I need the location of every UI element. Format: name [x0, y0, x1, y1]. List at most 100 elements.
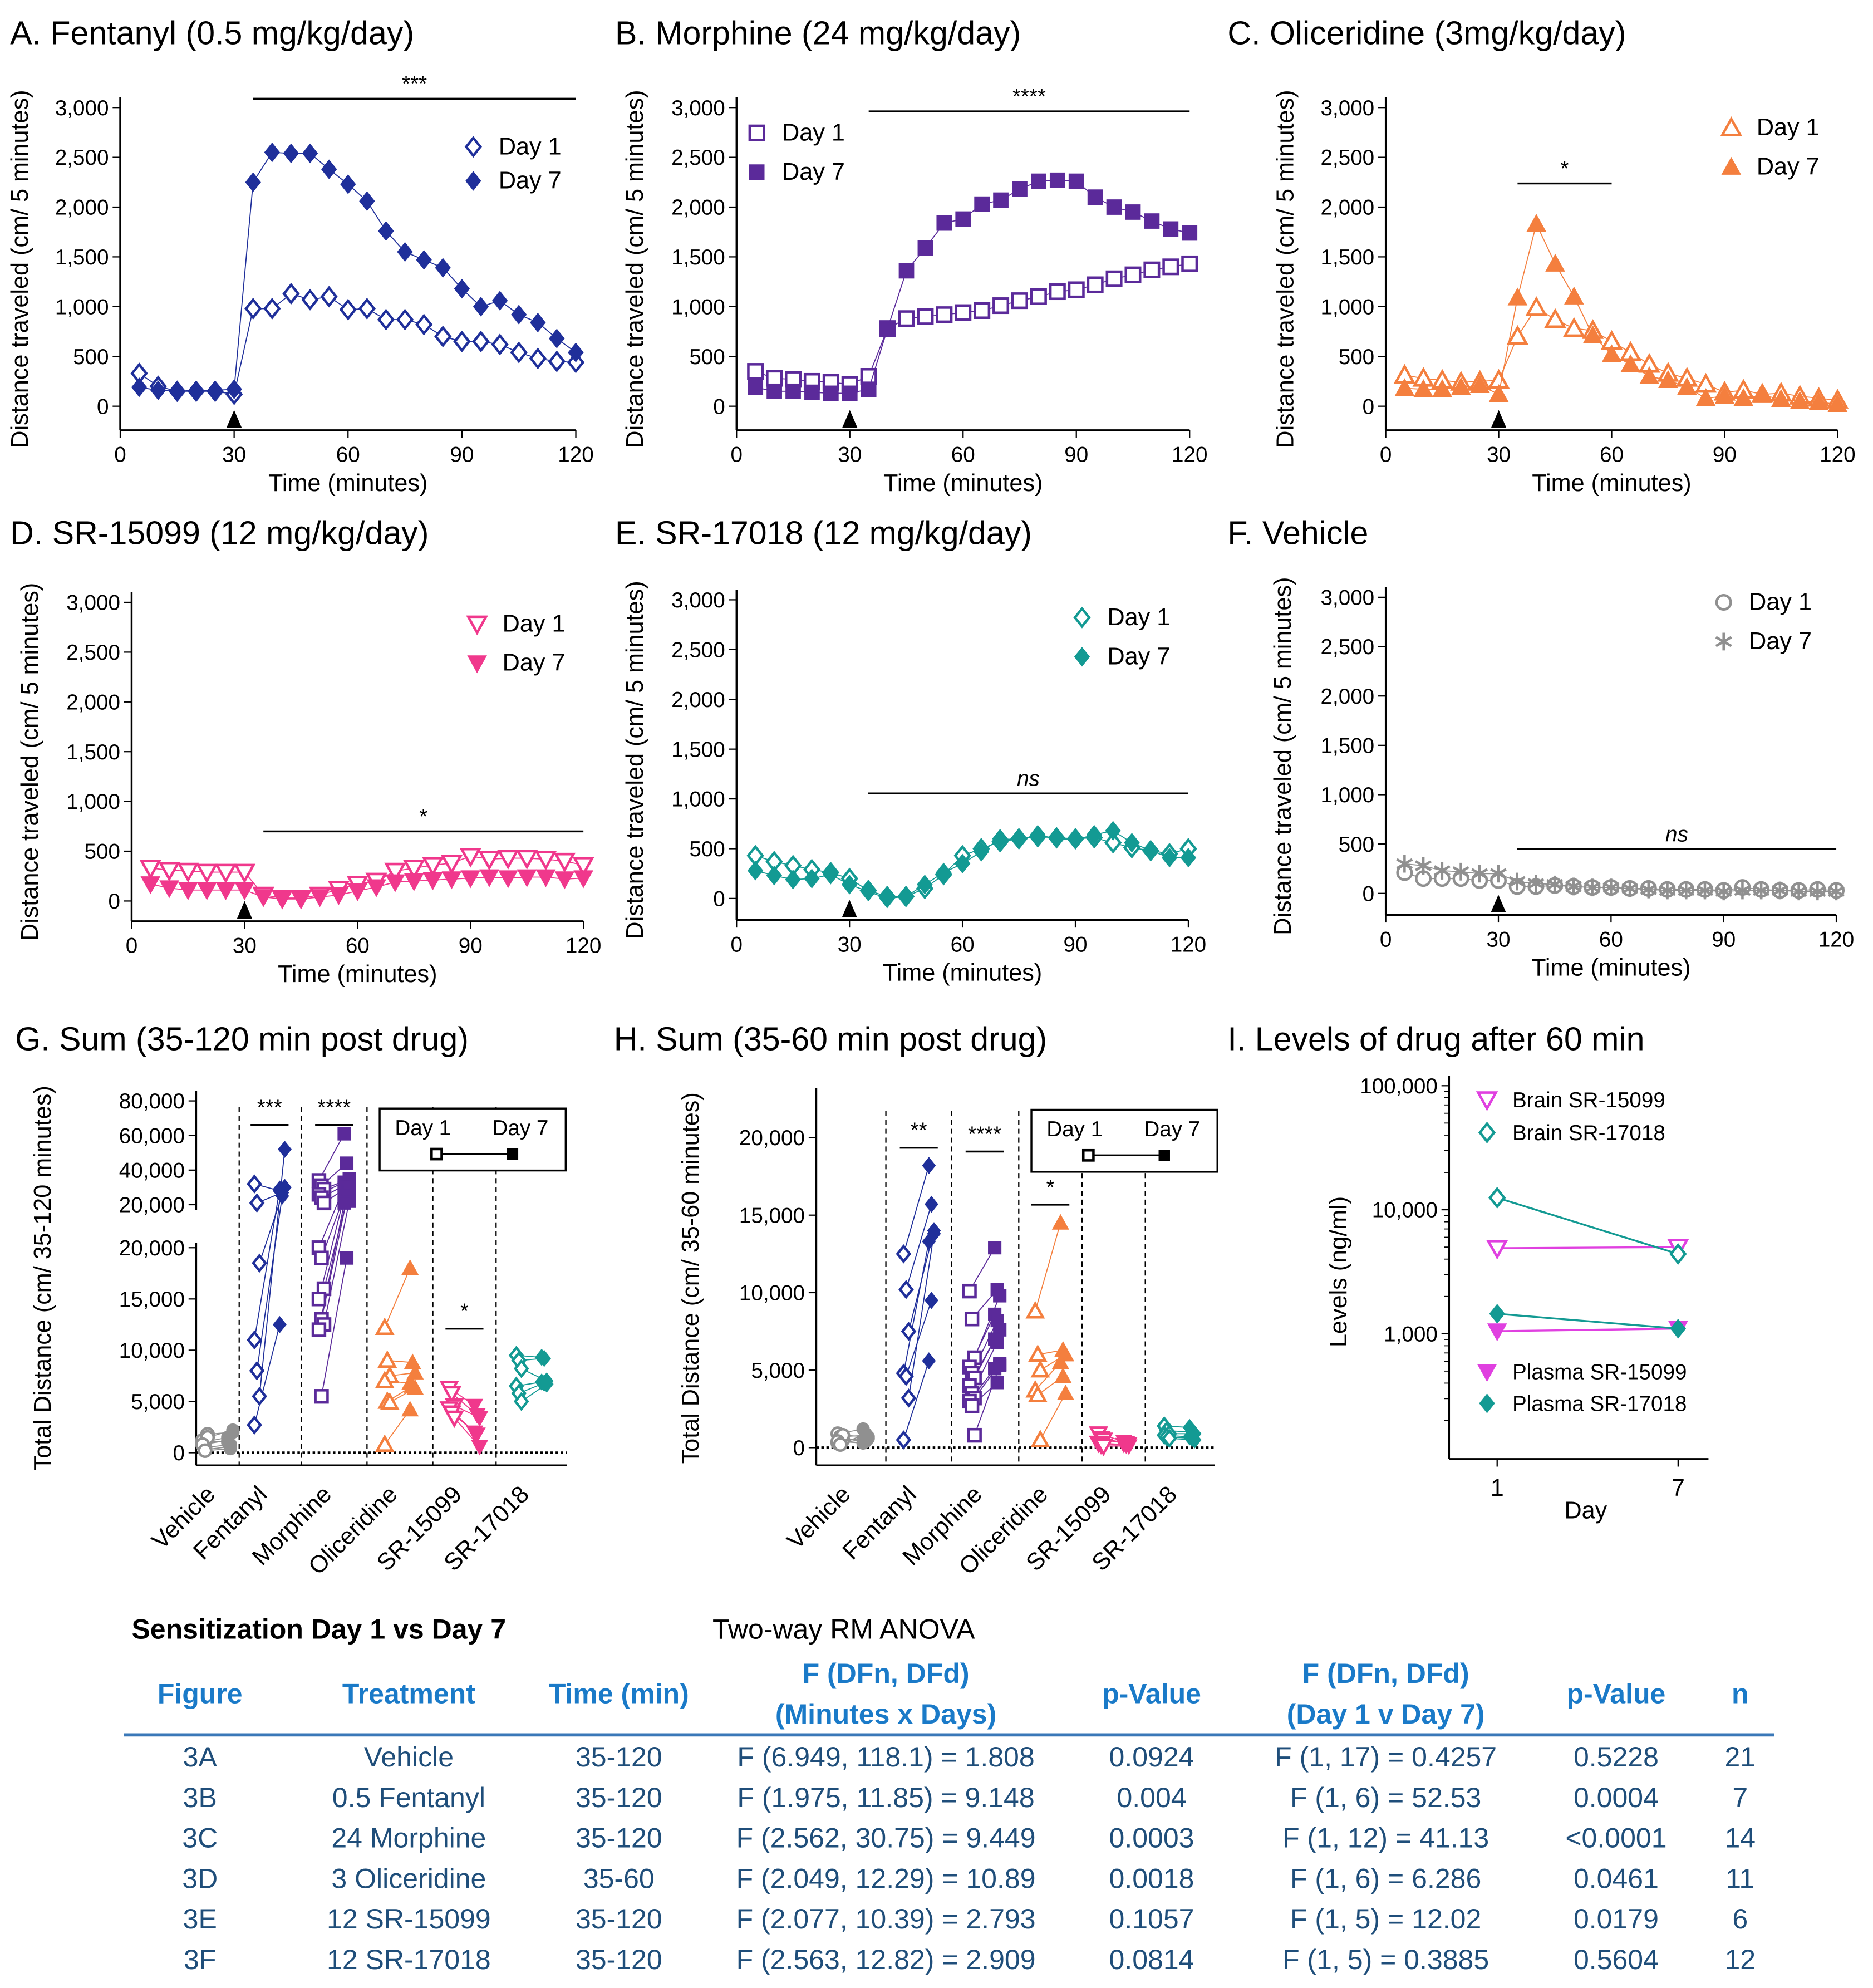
- data-point: [879, 321, 896, 337]
- day1-point: [375, 1317, 395, 1336]
- panel-h: H. Sum (35-60 min post drug) 0 5,000 10,000…: [614, 1020, 1218, 1580]
- day1-point: [198, 1443, 213, 1458]
- series-line: [1497, 1246, 1678, 1249]
- data-point: [567, 351, 585, 374]
- table-cell: 35-60: [583, 1863, 655, 1894]
- y-tick-label: 0: [109, 890, 120, 914]
- legend-label: Brain SR-15099: [1512, 1088, 1665, 1112]
- x-tick-label: 0: [126, 934, 137, 958]
- data-point: [264, 142, 281, 163]
- data-point: [955, 211, 971, 227]
- day1-point: [444, 1410, 464, 1429]
- day1-point: [252, 1253, 267, 1273]
- data-point: [253, 889, 274, 907]
- table-cell: F (1, 12) = 41.13: [1282, 1823, 1489, 1854]
- data-point: [1525, 296, 1547, 316]
- legend-marker: [1715, 593, 1732, 611]
- data-point: [785, 383, 801, 399]
- day1-point: [1162, 1429, 1177, 1448]
- pair-line: [254, 1324, 281, 1425]
- data-point: [1584, 878, 1601, 897]
- data-point: [150, 380, 166, 400]
- data-point: [1049, 172, 1065, 188]
- day7-point: [990, 1336, 1004, 1349]
- y-tick-label: 3,000: [66, 591, 120, 615]
- panel-title: G. Sum (35-120 min post drug): [15, 1020, 469, 1058]
- data-point: [302, 143, 318, 164]
- panel-title: B. Morphine (24 mg/kg/day): [615, 14, 1021, 52]
- x-tick-label: 60: [336, 443, 360, 467]
- x-tick-label: 7: [1672, 1475, 1685, 1501]
- series-line-day7: [1404, 863, 1837, 892]
- table-cell: 0.0461: [1574, 1863, 1659, 1894]
- data-point: [158, 861, 180, 882]
- group-fentanyl: [896, 1157, 941, 1450]
- day7-point: [340, 1251, 354, 1265]
- x-tick-label: 60: [1599, 927, 1623, 951]
- data-point: [1582, 325, 1603, 343]
- data-point: [1507, 287, 1528, 306]
- group-sr-15099: [439, 1381, 489, 1456]
- legend-label: Day 1: [782, 119, 845, 146]
- y-tick-label: 1,500: [671, 246, 725, 269]
- data-point: [534, 851, 557, 871]
- pair-line: [903, 1361, 930, 1440]
- table-cell: 12 SR-15099: [327, 1903, 491, 1935]
- day1-point: [1094, 1439, 1114, 1456]
- table-cell: 35-120: [576, 1823, 662, 1854]
- x-axis-label: Time (minutes): [883, 470, 1043, 497]
- data-point: [748, 379, 764, 395]
- x-tick-label: 90: [1064, 932, 1088, 956]
- y-tick-label: 20,000: [119, 1236, 185, 1260]
- x-tick-label: 90: [459, 934, 483, 958]
- data-point: [993, 192, 1009, 208]
- group-sr-17018: [1156, 1416, 1202, 1449]
- data-point: [321, 159, 337, 179]
- column-header: F (DFn, DFd): [1302, 1658, 1469, 1689]
- day1-point: [896, 1244, 912, 1264]
- x-tick-label: 30: [1487, 443, 1511, 467]
- y-tick-label: 500: [73, 345, 109, 369]
- table-row: 3D 3 Oliceridine 35-60 F (2.049, 12.29) = 1…: [182, 1863, 1754, 1894]
- data-point: [1161, 847, 1178, 868]
- legend-frame: [1030, 1108, 1218, 1173]
- x-tick-label: 1: [1491, 1475, 1504, 1501]
- panel-a: A. Fentanyl (0.5 mg/kg/day) 0 500 1,000 1,50…: [7, 14, 594, 497]
- y-tick-label: 0: [713, 887, 725, 911]
- day1-point: [442, 1386, 462, 1404]
- table-cell: 24 Morphine: [331, 1823, 486, 1854]
- y-tick-label: 2,000: [66, 690, 120, 714]
- y-tick-label: 3,000: [1320, 586, 1374, 610]
- y-tick-label: 40,000: [119, 1159, 185, 1182]
- day7-point: [993, 1358, 1007, 1372]
- table-cell: F (1.975, 11.85) = 9.148: [737, 1782, 1034, 1813]
- day7-point: [337, 1196, 351, 1210]
- table-cell: 3F: [184, 1944, 216, 1975]
- day1-point: [316, 1195, 332, 1211]
- legend-label: Day 1: [395, 1116, 451, 1140]
- panel-title: H. Sum (35-60 min post drug): [614, 1020, 1047, 1058]
- y-tick-label: 1,500: [55, 246, 109, 269]
- y-tick-label: 2,000: [671, 196, 725, 220]
- significance-label: ns: [1665, 823, 1688, 847]
- column-header: (Day 1 v Day 7): [1287, 1699, 1485, 1730]
- legend-label: Day 1: [499, 133, 562, 160]
- table-cell: 0.5 Fentanyl: [332, 1782, 485, 1813]
- significance-label: ****: [968, 1122, 1001, 1146]
- data-point: [1771, 881, 1788, 900]
- data-point: [244, 297, 262, 320]
- data-point: [440, 855, 463, 875]
- panel-title: F. Vehicle: [1227, 514, 1368, 551]
- y-tick-label: 10,000: [119, 1339, 185, 1363]
- data-point: [415, 313, 433, 336]
- significance-label: *: [1560, 157, 1569, 181]
- data-point: [402, 860, 425, 880]
- data-point: [498, 870, 518, 889]
- table-cell: <0.0001: [1565, 1823, 1666, 1854]
- day7-point: [539, 1375, 554, 1393]
- drug-injection-arrow-icon: [226, 410, 242, 428]
- y-axis-label: Levels (ng/ml): [1325, 1196, 1352, 1347]
- data-point: [385, 874, 405, 892]
- day7-point: [468, 1427, 486, 1444]
- data-point: [301, 288, 319, 311]
